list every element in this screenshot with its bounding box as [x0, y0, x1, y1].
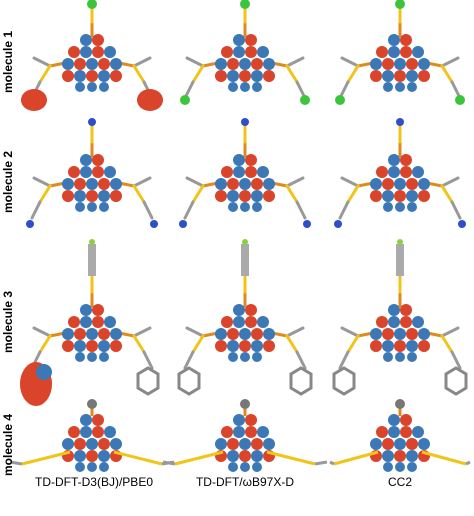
molecule-image [329, 399, 471, 472]
molecule-image [335, 0, 465, 105]
molecule-image [180, 0, 310, 105]
molecule-image [332, 239, 468, 396]
molecule-image [26, 118, 158, 228]
row-label: molecule 1 [1, 31, 15, 93]
molecule-image [334, 118, 466, 228]
row-label: molecule 2 [1, 151, 15, 213]
column-label: CC2 [388, 475, 412, 489]
molecule-image [177, 239, 313, 396]
row-label: molecule 3 [1, 291, 15, 353]
column-label: TD-DFT-D3(BJ)/PBE0 [35, 475, 153, 489]
molecule-image [9, 399, 175, 472]
molecule-image [20, 239, 160, 406]
column-label: TD-DFT/ωB97X-D [196, 475, 294, 489]
row-label: molecule 4 [1, 414, 15, 476]
molecule-image [162, 399, 328, 472]
molecule-image [21, 0, 163, 111]
molecule-image [179, 118, 311, 228]
